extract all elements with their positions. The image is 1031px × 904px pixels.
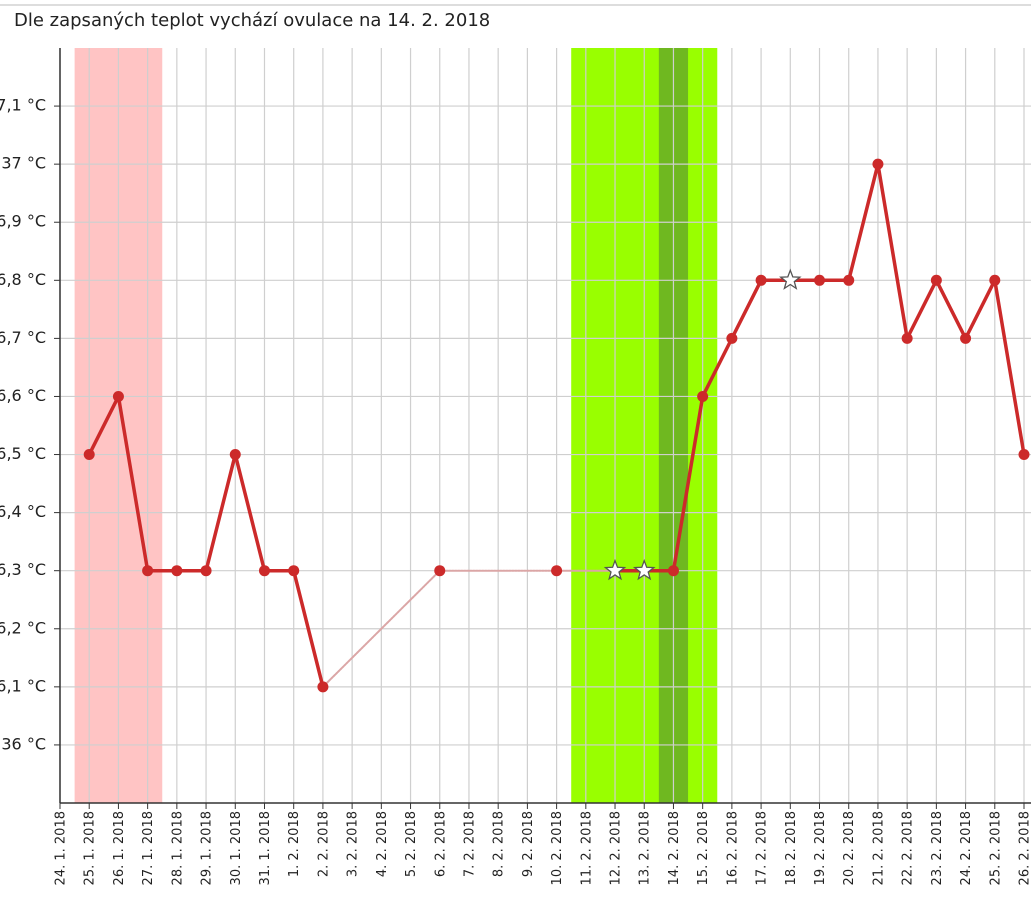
point	[668, 565, 679, 576]
y-tick-label: 37,1 °C	[0, 96, 46, 115]
x-tick-label: 23. 2. 2018	[930, 811, 945, 885]
line-segment	[995, 280, 1024, 454]
x-tick-label: 25. 1. 2018	[83, 811, 98, 885]
x-tick-label: 29. 1. 2018	[200, 811, 215, 885]
x-tick-label: 21. 2. 2018	[871, 811, 886, 885]
point	[989, 275, 1000, 286]
x-tick-label: 6. 2. 2018	[433, 811, 448, 877]
point	[317, 681, 328, 692]
point	[551, 565, 562, 576]
y-tick-label: 36,5 °C	[0, 444, 46, 463]
x-tick-label: 16. 2. 2018	[725, 811, 740, 885]
x-tick-label: 17. 2. 2018	[755, 811, 770, 885]
x-tick-label: 25. 2. 2018	[988, 811, 1003, 885]
point	[902, 333, 913, 344]
x-tick-label: 10. 2. 2018	[550, 811, 565, 885]
y-tick-label: 36 °C	[1, 734, 46, 753]
point	[697, 391, 708, 402]
point	[201, 565, 212, 576]
x-tick-label: 26. 1. 2018	[112, 811, 127, 885]
x-tick-label: 1. 2. 2018	[287, 811, 302, 877]
x-tick-label: 31. 1. 2018	[258, 811, 273, 885]
line-segment	[878, 164, 907, 338]
x-tick-label: 13. 2. 2018	[638, 811, 653, 885]
x-tick-label: 8. 2. 2018	[492, 811, 507, 877]
y-tick-label: 36,8 °C	[0, 270, 46, 289]
y-tick-label: 36,2 °C	[0, 618, 46, 637]
x-tick-label: 12. 2. 2018	[609, 811, 624, 885]
y-tick-label: 37 °C	[1, 154, 46, 173]
x-tick-label: 30. 1. 2018	[229, 811, 244, 885]
point	[872, 159, 883, 170]
line-segment	[732, 280, 761, 338]
point	[1019, 449, 1030, 460]
x-tick-label: 4. 2. 2018	[375, 811, 390, 877]
y-tick-label: 36,6 °C	[0, 386, 46, 405]
x-tick-label: 24. 2. 2018	[959, 811, 974, 885]
chart-title: Dle zapsaných teplot vychází ovulace na …	[14, 10, 490, 31]
point	[230, 449, 241, 460]
x-tick-label: 27. 1. 2018	[141, 811, 156, 885]
line-segment	[936, 280, 965, 338]
point	[814, 275, 825, 286]
y-tick-label: 36,3 °C	[0, 560, 46, 579]
x-tick-label: 14. 2. 2018	[667, 811, 682, 885]
point	[259, 565, 270, 576]
point	[756, 275, 767, 286]
x-tick-label: 5. 2. 2018	[404, 811, 419, 877]
x-tick-label: 19. 2. 2018	[813, 811, 828, 885]
point	[171, 565, 182, 576]
x-tick-label: 18. 2. 2018	[784, 811, 799, 885]
x-tick-label: 7. 2. 2018	[462, 811, 477, 877]
x-tick-label: 9. 2. 2018	[521, 811, 536, 877]
y-tick-label: 36,1 °C	[0, 676, 46, 695]
point	[960, 333, 971, 344]
y-tick-label: 36,9 °C	[0, 212, 46, 231]
point	[726, 333, 737, 344]
x-tick-label: 22. 2. 2018	[901, 811, 916, 885]
point	[434, 565, 445, 576]
x-tick-label: 28. 1. 2018	[170, 811, 185, 885]
y-tick-label: 36,7 °C	[0, 328, 46, 347]
x-tick-label: 11. 2. 2018	[579, 811, 594, 885]
point	[84, 449, 95, 460]
x-tick-label: 20. 2. 2018	[842, 811, 857, 885]
y-tick-label: 36,4 °C	[0, 502, 46, 521]
x-tick-label: 24. 1. 2018	[54, 811, 69, 885]
point	[288, 565, 299, 576]
point	[113, 391, 124, 402]
line-segment	[966, 280, 995, 338]
x-tick-label: 15. 2. 2018	[696, 811, 711, 885]
point	[843, 275, 854, 286]
x-tick-label: 2. 2. 2018	[316, 811, 331, 877]
x-tick-label: 3. 2. 2018	[346, 811, 361, 877]
x-tick-label: 26. 2. 2018	[1018, 811, 1031, 885]
line-segment	[907, 280, 936, 338]
point	[142, 565, 153, 576]
point	[931, 275, 942, 286]
